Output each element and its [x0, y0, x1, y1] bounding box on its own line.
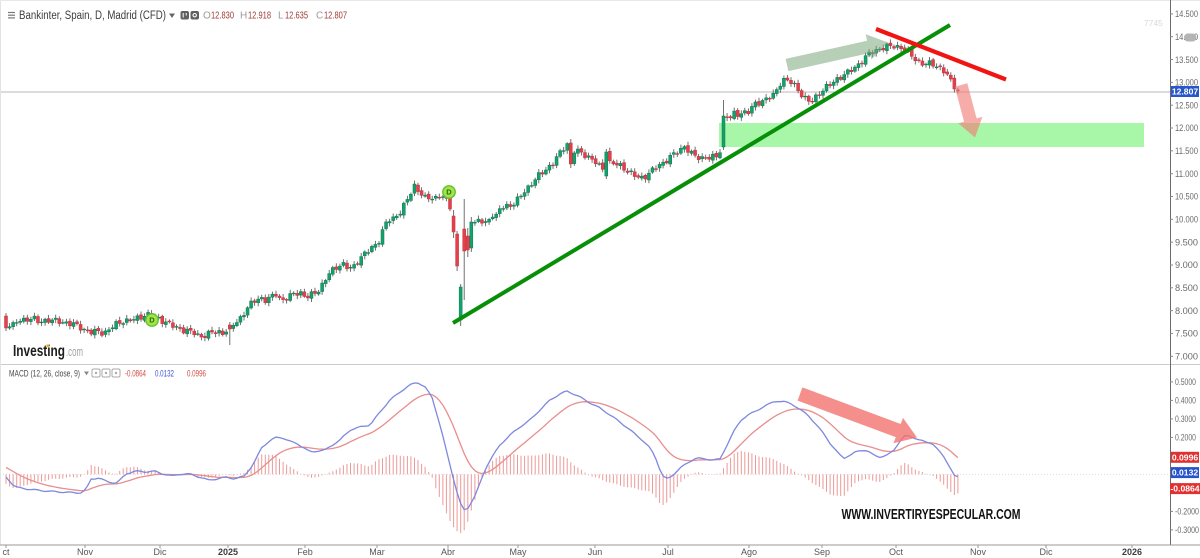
svg-text:Sep: Sep — [814, 547, 830, 557]
svg-text:Mar: Mar — [369, 547, 385, 557]
svg-text:12.635: 12.635 — [285, 11, 308, 22]
svg-text:-0.0864: -0.0864 — [1170, 484, 1199, 494]
svg-text:Abr: Abr — [441, 547, 455, 557]
svg-text:0.0996: 0.0996 — [187, 369, 206, 380]
svg-text:H: H — [240, 11, 247, 22]
svg-text:Jul: Jul — [662, 547, 674, 557]
svg-text:ct: ct — [2, 547, 10, 557]
svg-text:11.000: 11.000 — [1175, 169, 1198, 179]
svg-text:12.500: 12.500 — [1175, 100, 1198, 110]
svg-text:10.000: 10.000 — [1175, 215, 1198, 225]
svg-text:Dic: Dic — [154, 547, 167, 557]
svg-text:12.000: 12.000 — [1175, 123, 1198, 133]
svg-text:Feb: Feb — [297, 547, 313, 557]
svg-text:0.5000: 0.5000 — [1175, 377, 1196, 387]
svg-text:Oct: Oct — [889, 547, 904, 557]
svg-text:8.000: 8.000 — [1175, 306, 1198, 316]
svg-text:WWW.INVERTIRYESPECULAR.COM: WWW.INVERTIRYESPECULAR.COM — [842, 507, 1021, 523]
svg-text:12.807: 12.807 — [324, 11, 347, 22]
svg-text:Nov: Nov — [77, 547, 94, 557]
svg-text:0.0132: 0.0132 — [155, 369, 174, 380]
svg-text:12.830: 12.830 — [211, 11, 234, 22]
svg-text:8.500: 8.500 — [1175, 283, 1198, 293]
svg-text:12.807: 12.807 — [1172, 87, 1199, 97]
svg-text:2025: 2025 — [218, 547, 238, 557]
svg-text:C: C — [316, 11, 323, 22]
svg-text:9.500: 9.500 — [1175, 237, 1198, 247]
svg-text:Ago: Ago — [741, 547, 757, 557]
svg-text:O: O — [203, 11, 211, 22]
svg-text:0.0996: 0.0996 — [1172, 452, 1199, 462]
svg-text:0.4000: 0.4000 — [1175, 396, 1196, 406]
svg-text:0.0132: 0.0132 — [1172, 468, 1199, 478]
svg-text:0.2000: 0.2000 — [1175, 433, 1196, 443]
svg-text:7.500: 7.500 — [1175, 329, 1198, 339]
svg-text:L: L — [278, 11, 284, 22]
svg-text:Jun: Jun — [588, 547, 603, 557]
svg-text:-0.0864: -0.0864 — [125, 369, 146, 380]
svg-text:13.500: 13.500 — [1175, 55, 1198, 65]
svg-text:12.918: 12.918 — [248, 11, 271, 22]
svg-text:10.500: 10.500 — [1175, 192, 1198, 202]
svg-text:14.500: 14.500 — [1175, 9, 1198, 19]
svg-text:D: D — [446, 188, 452, 197]
svg-text:Dic: Dic — [1040, 547, 1053, 557]
svg-text:-0.3000: -0.3000 — [1175, 525, 1199, 535]
svg-text:May: May — [509, 547, 527, 557]
svg-text:0.3000: 0.3000 — [1175, 414, 1196, 424]
svg-text:-0.2000: -0.2000 — [1175, 507, 1199, 517]
svg-text:Nov: Nov — [970, 547, 987, 557]
svg-text:2026: 2026 — [1122, 547, 1142, 557]
svg-text:Bankinter, Spain, D, Madrid (C: Bankinter, Spain, D, Madrid (CFD) — [19, 10, 166, 22]
svg-text:9.000: 9.000 — [1175, 260, 1198, 270]
svg-text:11.500: 11.500 — [1175, 146, 1198, 156]
svg-text:7745: 7745 — [1144, 18, 1163, 28]
svg-text:MACD (12, 26, close, 9): MACD (12, 26, close, 9) — [9, 369, 80, 380]
svg-text:7.000: 7.000 — [1175, 352, 1198, 362]
svg-text:Investing: Investing — [13, 343, 65, 360]
svg-text:13.000: 13.000 — [1175, 78, 1198, 88]
svg-text:.com: .com — [66, 344, 83, 359]
svg-text:D: D — [149, 316, 155, 325]
